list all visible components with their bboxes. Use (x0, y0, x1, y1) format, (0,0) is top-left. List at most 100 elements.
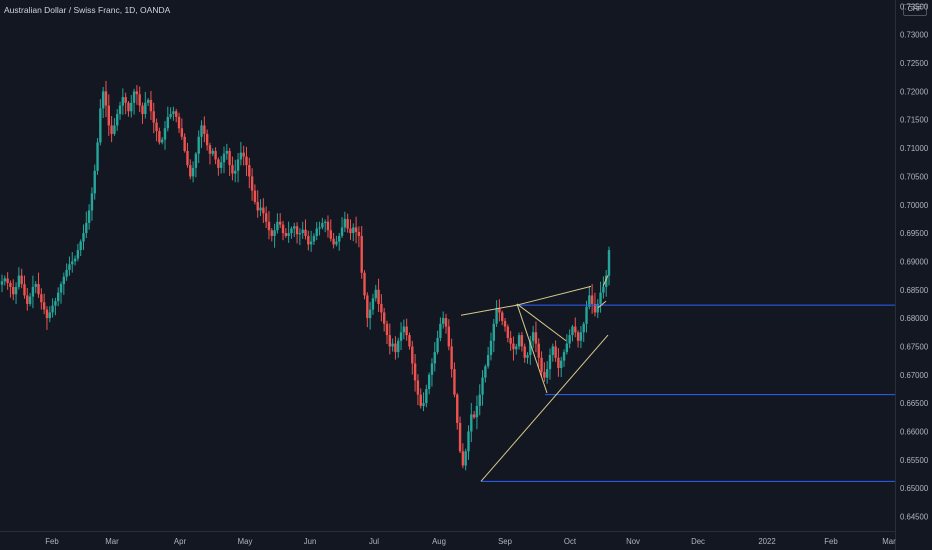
candle-down[interactable] (180, 128, 184, 137)
candle-up[interactable] (166, 116, 170, 129)
candle-down[interactable] (394, 343, 397, 353)
candle-down[interactable] (534, 332, 538, 344)
candle-up[interactable] (340, 227, 344, 236)
candle-up[interactable] (73, 258, 77, 262)
candle-up[interactable] (422, 403, 425, 406)
candle-up[interactable] (194, 153, 198, 168)
candle-down[interactable] (37, 284, 40, 295)
candle-down[interactable] (307, 235, 310, 245)
candle-up[interactable] (273, 230, 276, 236)
candle-down[interactable] (177, 116, 181, 129)
candle-down[interactable] (110, 125, 113, 134)
candle-up[interactable] (31, 286, 35, 297)
candle-down[interactable] (444, 318, 448, 327)
candle-down[interactable] (295, 226, 299, 235)
candle-up[interactable] (481, 377, 484, 395)
candle-down[interactable] (138, 94, 141, 106)
candle-up[interactable] (34, 284, 37, 287)
candle-up[interactable] (59, 284, 63, 293)
candle-down[interactable] (576, 332, 580, 341)
candle-up[interactable] (433, 352, 436, 364)
candle-up[interactable] (368, 309, 372, 319)
candle-down[interactable] (411, 346, 414, 364)
candle-down[interactable] (447, 326, 451, 347)
candle-up[interactable] (219, 162, 223, 168)
candle-down[interactable] (175, 111, 178, 117)
candle-up[interactable] (517, 335, 521, 347)
candle-up[interactable] (529, 340, 532, 355)
candle-up[interactable] (602, 286, 605, 293)
candle-down[interactable] (155, 122, 158, 132)
trendline[interactable] (480, 334, 609, 482)
candle-up[interactable] (562, 352, 566, 361)
candle-up[interactable] (160, 139, 164, 143)
candle-up[interactable] (200, 125, 203, 137)
candle-up[interactable] (197, 136, 200, 154)
candle-up[interactable] (144, 102, 147, 115)
candle-down[interactable] (6, 278, 9, 283)
candle-up[interactable] (225, 150, 229, 154)
candle-up[interactable] (79, 241, 82, 251)
candle-up[interactable] (90, 193, 94, 211)
candle-down[interactable] (248, 165, 251, 177)
candle-up[interactable] (51, 305, 54, 313)
candle-down[interactable] (45, 309, 49, 319)
candle-down[interactable] (149, 99, 153, 112)
candle-up[interactable] (374, 289, 377, 299)
candle-down[interactable] (540, 357, 543, 372)
candle-up[interactable] (85, 222, 88, 234)
candle-down[interactable] (557, 357, 560, 368)
candle-up[interactable] (309, 241, 313, 245)
candle-up[interactable] (441, 318, 445, 324)
candle-down[interactable] (360, 235, 363, 273)
candle-up[interactable] (560, 360, 563, 368)
candle-down[interactable] (205, 133, 209, 146)
candle-down[interactable] (127, 102, 130, 112)
candle-down[interactable] (590, 295, 594, 304)
candle-up[interactable] (338, 235, 341, 242)
candle-up[interactable] (321, 222, 324, 228)
candle-up[interactable] (130, 102, 133, 112)
trendline[interactable] (516, 303, 548, 394)
candle-up[interactable] (436, 337, 439, 353)
candle-up[interactable] (318, 227, 321, 229)
candle-up[interactable] (315, 228, 318, 236)
candle-up[interactable] (146, 99, 150, 103)
candle-up[interactable] (82, 233, 85, 242)
candle-down[interactable] (349, 228, 352, 234)
candle-down[interactable] (12, 286, 15, 295)
candle-up[interactable] (439, 323, 442, 338)
candle-down[interactable] (377, 289, 380, 304)
candle-up[interactable] (118, 105, 122, 115)
candle-down[interactable] (124, 97, 127, 103)
candle-down[interactable] (498, 307, 501, 313)
candle-down[interactable] (326, 221, 330, 231)
candle-up[interactable] (62, 276, 66, 285)
candle-up[interactable] (3, 278, 7, 282)
candle-up[interactable] (599, 292, 602, 304)
trendline[interactable] (602, 275, 609, 287)
trendline[interactable] (597, 300, 607, 309)
candle-up[interactable] (0, 281, 4, 285)
candle-down[interactable] (506, 326, 510, 338)
candle-up[interactable] (96, 142, 99, 171)
candle-up[interactable] (99, 108, 102, 143)
candle-down[interactable] (256, 201, 259, 211)
candle-down[interactable] (405, 326, 408, 336)
candle-down[interactable] (228, 150, 231, 166)
candle-down[interactable] (416, 380, 420, 395)
candle-up[interactable] (234, 170, 237, 174)
candle-up[interactable] (76, 250, 80, 259)
candle-up[interactable] (116, 114, 119, 126)
candle-down[interactable] (245, 156, 248, 166)
candle-up[interactable] (492, 323, 495, 341)
candle-down[interactable] (354, 227, 358, 232)
candle-down[interactable] (388, 335, 392, 347)
candle-up[interactable] (301, 229, 304, 234)
candle-down[interactable] (419, 394, 422, 406)
currency-badge[interactable]: CHF (903, 4, 927, 16)
candle-down[interactable] (42, 302, 46, 310)
candle-down[interactable] (186, 150, 189, 166)
candle-down[interactable] (208, 145, 212, 154)
